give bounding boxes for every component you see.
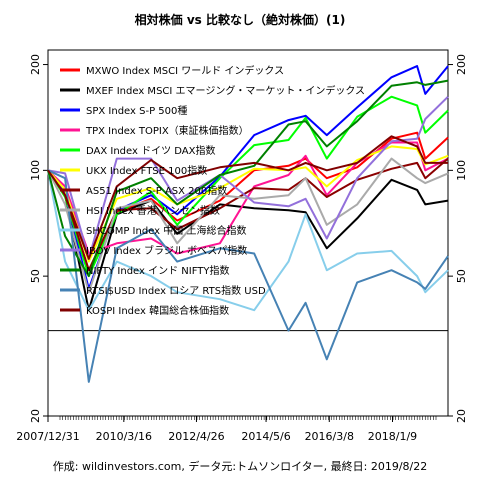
chart-caption: 作成: wildinvestors.com, データ元:トムソンロイター, 最終… — [53, 459, 427, 473]
legend-label: HSI Index 香港 ハンセン指数 — [86, 204, 220, 217]
legend-label: SHCOMP Index 中国 上海総合指数 — [86, 224, 246, 237]
x-tick-label: 2010/3/16 — [96, 430, 152, 443]
y-tick-label-right: 20 — [455, 409, 468, 423]
y-axis-right: 20 50 100 200 — [448, 54, 468, 423]
series-line — [47, 95, 449, 260]
series-lines — [47, 65, 449, 383]
legend-label: IBOV Index ブラジル ボベスパ指数 — [86, 244, 247, 257]
series-line — [47, 157, 449, 294]
legend-label: SPX Index S-P 500種 — [86, 104, 187, 117]
series-line — [47, 135, 448, 260]
legend-label: UKX Index FTSE 100指数 — [86, 164, 207, 177]
legend-label: NIFTY Index インド NIFTY指数 — [86, 264, 230, 277]
series-line — [47, 170, 449, 312]
y-tick-label-right: 100 — [455, 160, 468, 181]
y-tick-label-left: 20 — [29, 409, 42, 423]
y-tick-label-left: 200 — [29, 54, 42, 75]
y-axis-left: 20 50 100 200 — [29, 54, 48, 423]
chart-title: 相対株価 vs 比較なし（絶対株価）(1) — [135, 12, 346, 27]
legend-label: RTSI$USD Index ロシア RTS指数 USD — [86, 284, 266, 297]
x-tick-label: 2007/12/31 — [16, 430, 79, 443]
y-tick-label-left: 100 — [29, 160, 42, 181]
legend: MXWO Index MSCI ワールド インデックス MXEF Index MS… — [60, 64, 365, 317]
legend-label: DAX Index ドイツ DAX指数 — [86, 144, 216, 157]
series-line — [47, 145, 449, 263]
series-line — [47, 169, 449, 383]
x-tick-label: 2016/3/8 — [305, 430, 354, 443]
legend-label: AS51 Index S-P ASX 200指数 — [86, 184, 227, 197]
y-tick-label-right: 50 — [455, 269, 468, 283]
legend-label: MXWO Index MSCI ワールド インデックス — [86, 64, 284, 77]
series-line — [47, 169, 449, 312]
x-tick-label: 2014/5/6 — [241, 430, 290, 443]
y-tick-label-left: 50 — [29, 269, 42, 283]
series-line — [47, 79, 449, 278]
legend-label: TPX Index TOPIX（東証株価指数） — [85, 124, 249, 137]
x-axis: 2007/12/31 2010/3/16 2012/4/26 2014/5/6 2016… — [16, 416, 437, 443]
legend-label: MXEF Index MSCI エマージング・マーケット・インデックス — [86, 84, 365, 97]
x-tick-label: 2018/1/9 — [368, 430, 417, 443]
legend-label: KOSPI Index 韓国総合株価指数 — [86, 304, 229, 317]
series-line — [47, 95, 449, 278]
y-tick-label-right: 200 — [455, 54, 468, 75]
series-line — [47, 157, 449, 272]
x-tick-label: 2012/4/26 — [168, 430, 224, 443]
